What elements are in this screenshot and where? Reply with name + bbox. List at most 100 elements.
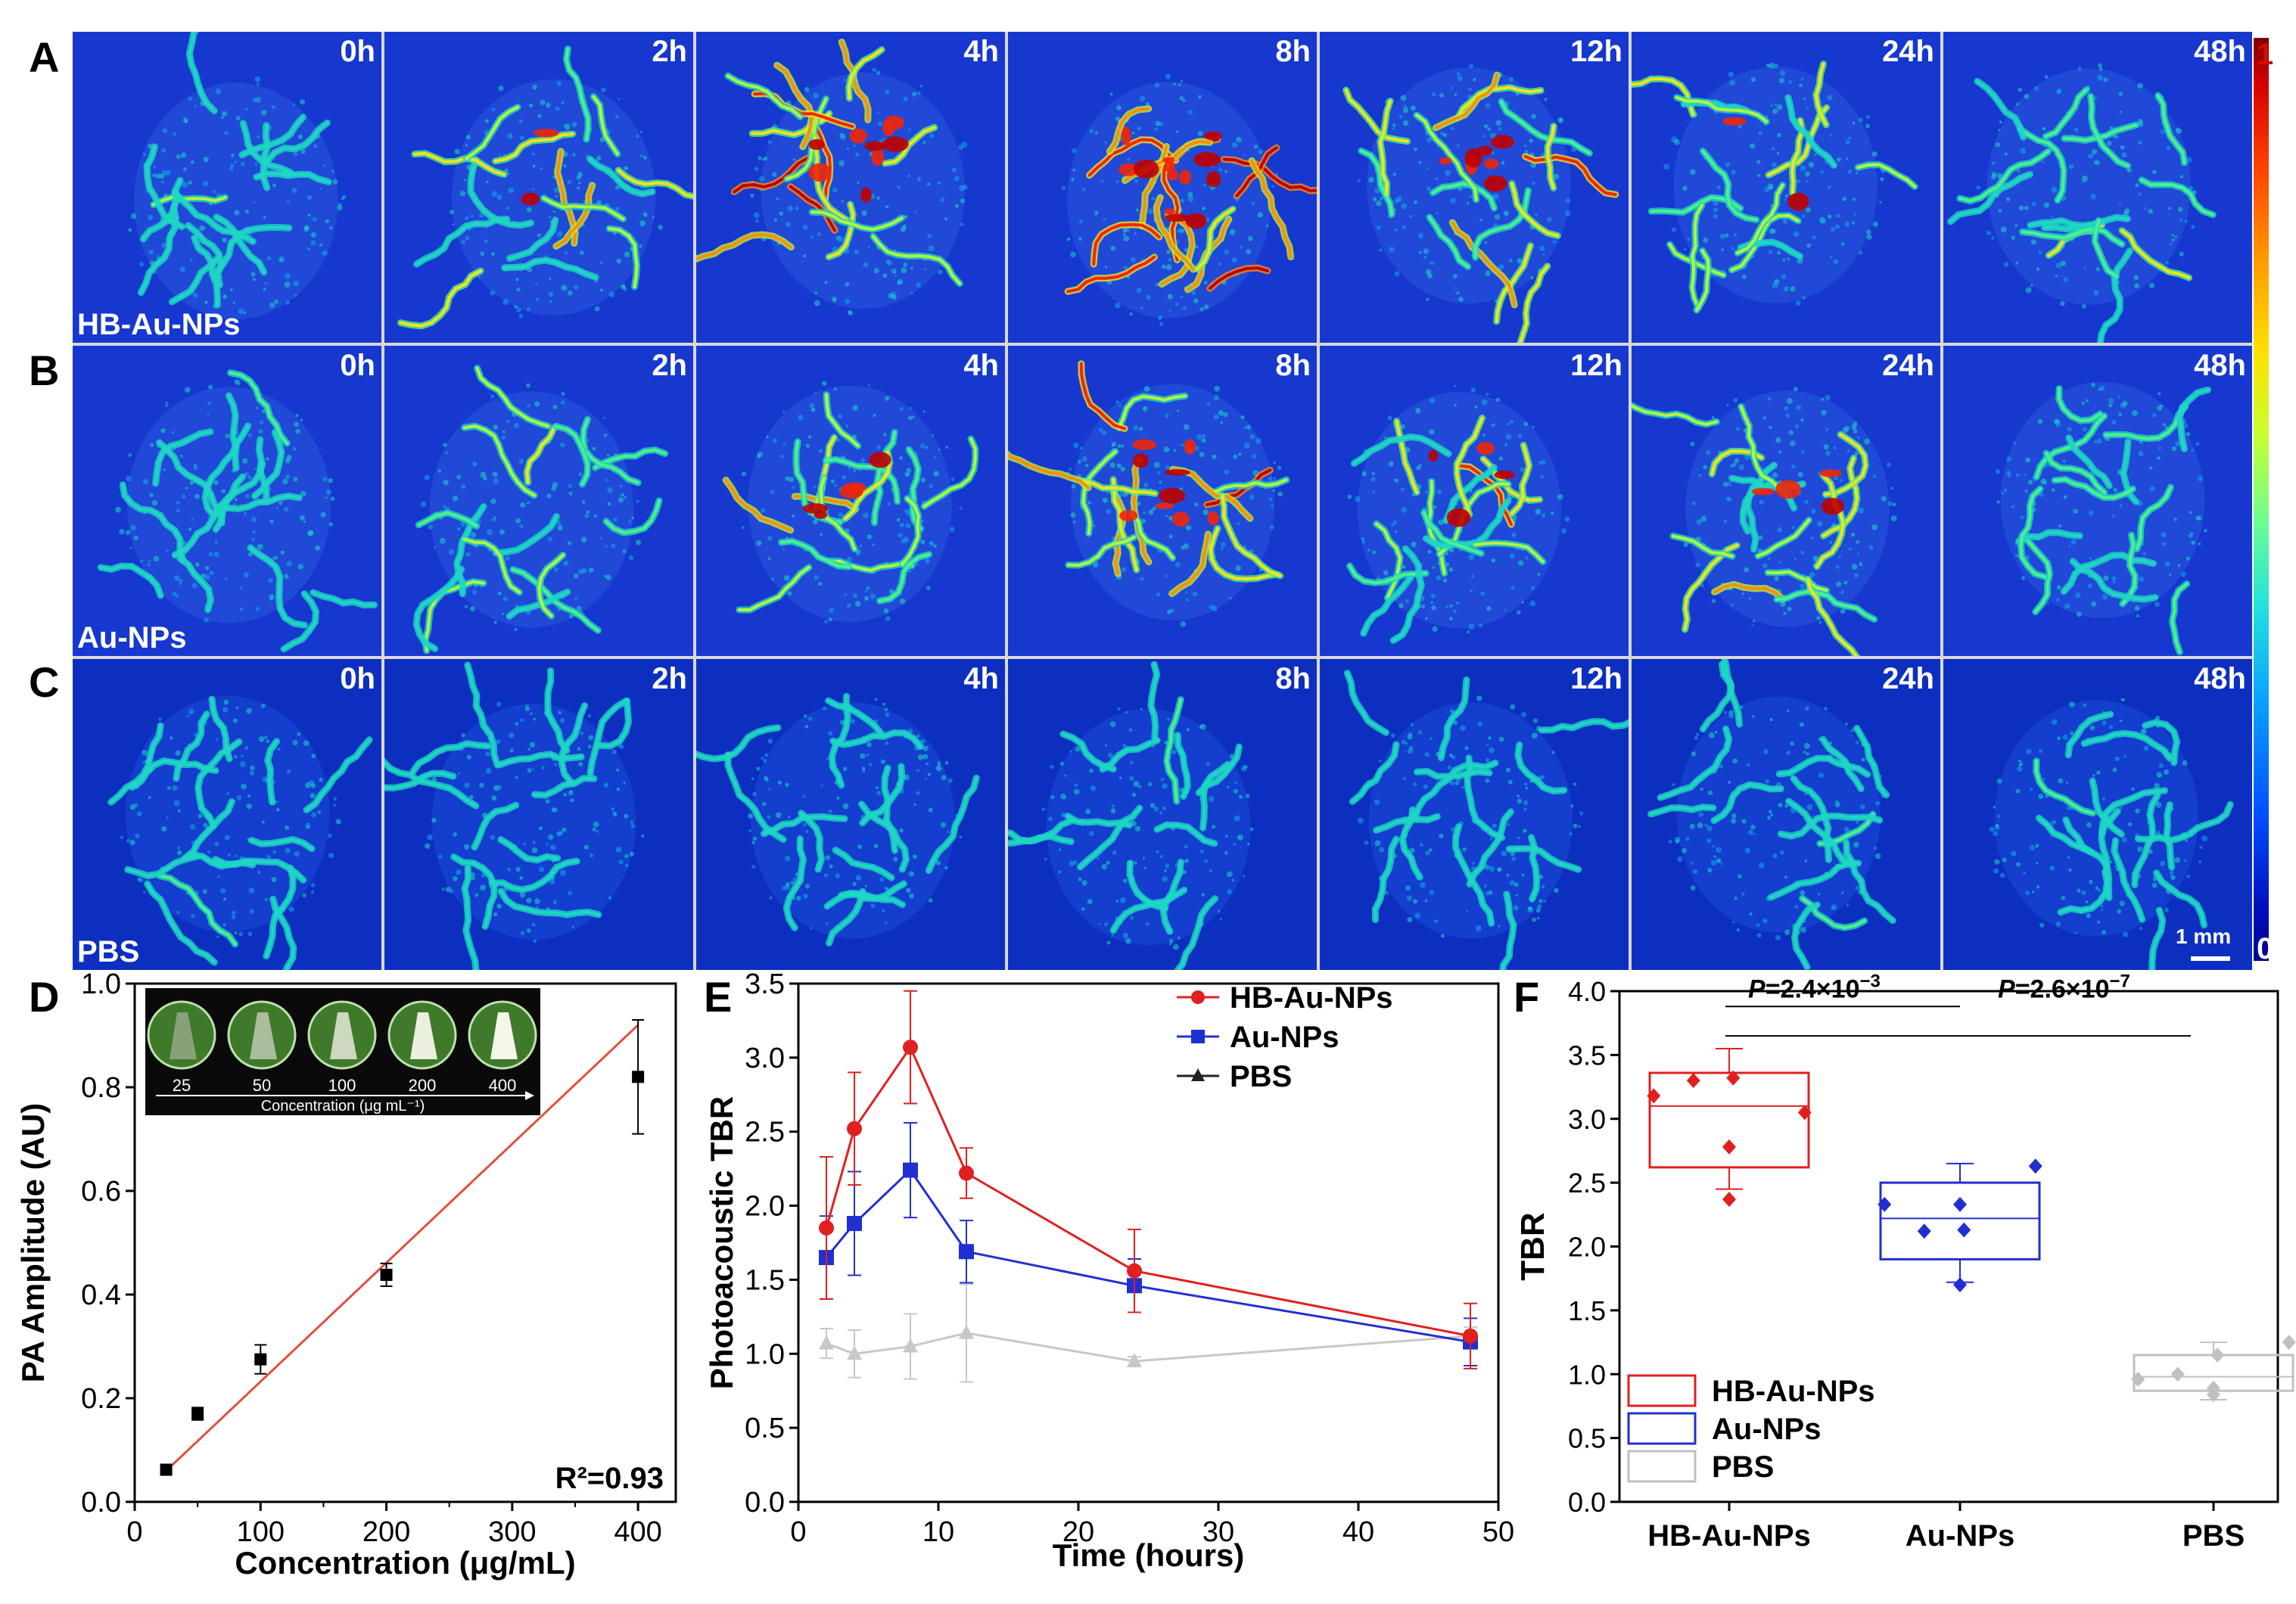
speckle (1504, 608, 1507, 611)
speckle (490, 835, 496, 841)
speckle (529, 741, 536, 748)
vessel (1510, 182, 1560, 238)
vessel (1767, 106, 1828, 177)
vessel (2017, 530, 2082, 542)
vessel (1499, 100, 1591, 155)
scale-bar (2191, 956, 2230, 961)
speckle (1195, 245, 1199, 249)
speckle (1472, 862, 1475, 866)
speckle (433, 546, 437, 549)
speckle (209, 570, 214, 576)
speckle (1786, 397, 1793, 404)
speckle (1139, 95, 1146, 102)
speckle (2004, 488, 2008, 492)
speckle (1357, 179, 1361, 182)
speckle (323, 164, 326, 167)
speckle (1394, 228, 1398, 232)
vessel (1008, 819, 1073, 845)
speckle (222, 294, 228, 299)
speckle (1511, 856, 1517, 862)
speckle (1738, 464, 1744, 470)
speckle (165, 401, 168, 404)
speckle (1429, 261, 1432, 265)
vessel (1434, 73, 1499, 129)
inset-axis-label: Concentration (μg mL⁻¹) (261, 1098, 425, 1114)
speckle (2135, 809, 2140, 814)
vessel (248, 546, 306, 626)
speckle (148, 249, 154, 255)
speckle (1071, 483, 1076, 489)
vessel-map (1947, 63, 2217, 343)
p-exponent: −7 (2109, 971, 2130, 991)
speckle (1853, 197, 1856, 201)
speckle (562, 828, 567, 833)
speckle (502, 430, 506, 434)
speckle (752, 791, 757, 797)
vessel (2018, 127, 2066, 202)
speckle (2055, 274, 2058, 278)
speckle (959, 835, 963, 839)
speckle (1559, 118, 1563, 122)
speckle (478, 275, 481, 278)
vessel (2024, 537, 2052, 614)
vessel (465, 664, 499, 767)
box (1879, 1181, 2041, 1261)
speckle (2069, 701, 2075, 708)
speckle (1161, 264, 1166, 269)
speckle (920, 443, 926, 449)
speckle (547, 536, 553, 542)
vessel (831, 731, 922, 748)
speckle (1704, 823, 1708, 828)
speckle (756, 766, 761, 771)
speckle (754, 166, 759, 172)
speckle (299, 514, 305, 521)
speckle (1479, 623, 1483, 628)
speckle (1370, 477, 1376, 482)
speckle (498, 153, 501, 156)
speckle (1229, 229, 1236, 235)
speckle (1835, 564, 1840, 569)
speckle (459, 191, 466, 197)
speckle (1791, 526, 1795, 529)
speckle (2161, 531, 2167, 537)
speckle (2024, 891, 2030, 896)
speckle (927, 772, 932, 777)
speckle (1795, 300, 1801, 306)
speckle (1165, 264, 1172, 270)
speckle (872, 542, 875, 546)
speckle (531, 922, 536, 927)
speckle (2055, 263, 2062, 269)
speckle (1078, 237, 1082, 241)
speckle (1804, 499, 1809, 504)
speckle (947, 831, 950, 834)
speckle (155, 173, 161, 179)
speckle (1361, 536, 1365, 541)
speckle (1777, 527, 1782, 532)
speckle (491, 191, 497, 197)
speckle (1776, 151, 1780, 155)
time-label: 0h (340, 348, 375, 382)
y-tick-label: 0.0 (745, 1487, 785, 1519)
speckle (207, 414, 210, 417)
data-point (2170, 1366, 2185, 1382)
speckle (1871, 151, 1878, 157)
speckle (813, 485, 817, 489)
vessel (737, 565, 810, 611)
speckle (2004, 152, 2008, 156)
speckle (303, 520, 306, 523)
speckle (2152, 412, 2157, 418)
vessel (1730, 213, 1800, 272)
speckle (527, 403, 530, 408)
speckle (643, 155, 647, 160)
speckle (319, 187, 322, 191)
data-point (847, 1121, 862, 1136)
speckle (885, 615, 891, 621)
speckle (1719, 764, 1724, 769)
speckle (1127, 158, 1130, 161)
speckle (1821, 397, 1825, 401)
vessel (1346, 672, 1388, 735)
vessel (1108, 107, 1150, 154)
speckle (1850, 532, 1856, 537)
vessel (1713, 783, 1783, 822)
speckle (923, 268, 927, 271)
